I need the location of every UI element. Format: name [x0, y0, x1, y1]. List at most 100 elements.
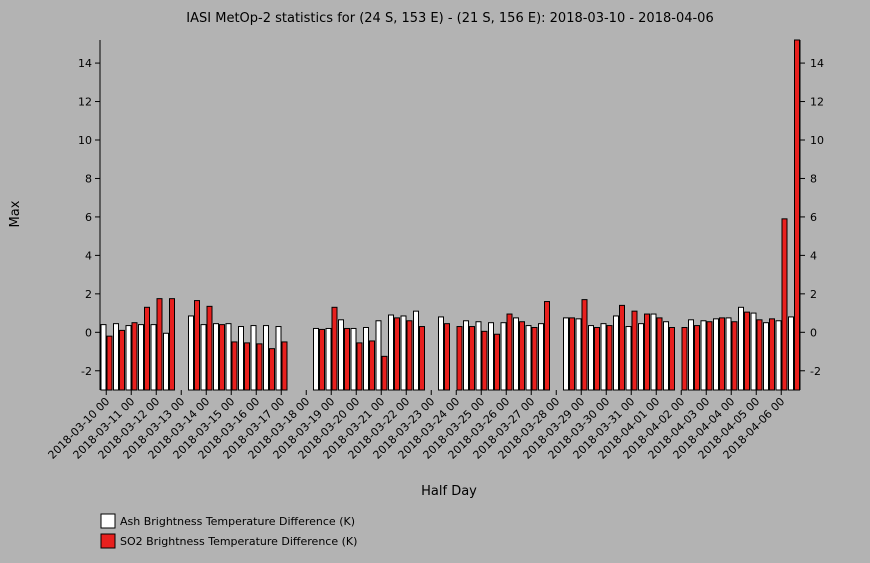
- y-tick-label: 6: [85, 211, 92, 224]
- bar: [500, 322, 507, 391]
- bar: [563, 317, 569, 391]
- y-tick-label: 0: [85, 326, 92, 339]
- bar: [263, 325, 269, 391]
- bar: [700, 320, 707, 391]
- bar: [644, 313, 650, 391]
- bar: [156, 298, 163, 391]
- bar: [694, 325, 700, 391]
- bar: [775, 320, 782, 391]
- bar: [606, 325, 613, 391]
- bar: [650, 313, 657, 391]
- bar: [613, 315, 619, 391]
- bar: [394, 317, 400, 391]
- bar: [525, 325, 532, 391]
- bar: [719, 317, 725, 391]
- y2-tick-label: 0: [810, 326, 817, 339]
- bar: [725, 317, 732, 391]
- bar: [231, 341, 238, 391]
- bar: [763, 322, 769, 391]
- bar: [400, 315, 407, 391]
- x-axis-label: Half Day: [421, 484, 477, 499]
- bar: [538, 323, 544, 391]
- legend-label: Ash Brightness Temperature Difference (K…: [120, 515, 355, 528]
- bar: [494, 333, 500, 391]
- y-tick-label: 10: [78, 134, 92, 147]
- bar: [281, 341, 288, 391]
- bar: [269, 348, 275, 391]
- bar: [194, 300, 200, 391]
- bar: [369, 340, 375, 391]
- y2-tick-label: 6: [810, 211, 817, 224]
- bar: [744, 311, 750, 391]
- y-axis-label: Max: [8, 200, 23, 227]
- bar: [688, 319, 694, 391]
- bar: [625, 326, 632, 391]
- bar: [188, 315, 194, 391]
- y-tick-label: -2: [81, 365, 92, 378]
- bar: [100, 324, 107, 391]
- bar: [681, 327, 688, 391]
- bar: [113, 323, 119, 391]
- bar: [388, 314, 394, 391]
- bar: [475, 321, 482, 391]
- bar: [600, 323, 607, 391]
- y2-tick-label: 12: [810, 96, 824, 109]
- bar: [344, 327, 350, 391]
- legend-swatch: [100, 533, 116, 549]
- bar: [319, 328, 325, 391]
- bar: [756, 319, 763, 391]
- bar: [144, 306, 150, 391]
- chart-title: IASI MetOp-2 statistics for (24 S, 153 E…: [186, 11, 713, 26]
- bar: [463, 320, 469, 391]
- bar: [794, 39, 800, 391]
- bar: [413, 310, 419, 391]
- bar: [769, 318, 775, 391]
- bar: [119, 329, 125, 391]
- bar: [163, 332, 169, 391]
- legend-label: SO2 Brightness Temperature Difference (K…: [120, 535, 357, 548]
- bar: [419, 326, 425, 391]
- bar: [788, 316, 794, 391]
- bar: [531, 327, 538, 391]
- bar: [169, 298, 175, 391]
- y-tick-label: 12: [78, 96, 92, 109]
- bar: [588, 325, 594, 391]
- bar: [444, 323, 450, 391]
- bar: [663, 321, 669, 391]
- y2-tick-label: -2: [810, 365, 821, 378]
- bar: [338, 319, 344, 391]
- bar: [350, 327, 357, 391]
- y2-tick-label: 4: [810, 249, 817, 262]
- bar: [238, 326, 244, 391]
- bar: [631, 310, 638, 391]
- bar: [406, 320, 413, 391]
- bar: [219, 324, 225, 391]
- bar: [706, 321, 713, 391]
- bar: [275, 326, 282, 391]
- bar: [381, 355, 388, 391]
- bar: [313, 327, 319, 391]
- bar: [363, 327, 369, 391]
- bar: [256, 343, 263, 391]
- bar: [656, 317, 663, 391]
- bar: [638, 323, 644, 391]
- bar: [375, 320, 382, 391]
- bar: [750, 312, 757, 391]
- y-tick-label: 4: [85, 249, 92, 262]
- bar: [738, 306, 744, 391]
- y-tick-label: 2: [85, 288, 92, 301]
- bar: [331, 306, 338, 391]
- bar: [200, 324, 207, 391]
- y2-tick-label: 8: [810, 172, 817, 185]
- bar: [250, 325, 257, 391]
- bar: [150, 324, 157, 391]
- bar: [225, 323, 232, 391]
- bar: [731, 321, 738, 391]
- bar: [438, 316, 444, 391]
- bar: [669, 327, 675, 391]
- y-tick-label: 8: [85, 172, 92, 185]
- bar: [519, 321, 525, 391]
- bar: [569, 317, 575, 391]
- y-tick-label: 14: [78, 57, 92, 70]
